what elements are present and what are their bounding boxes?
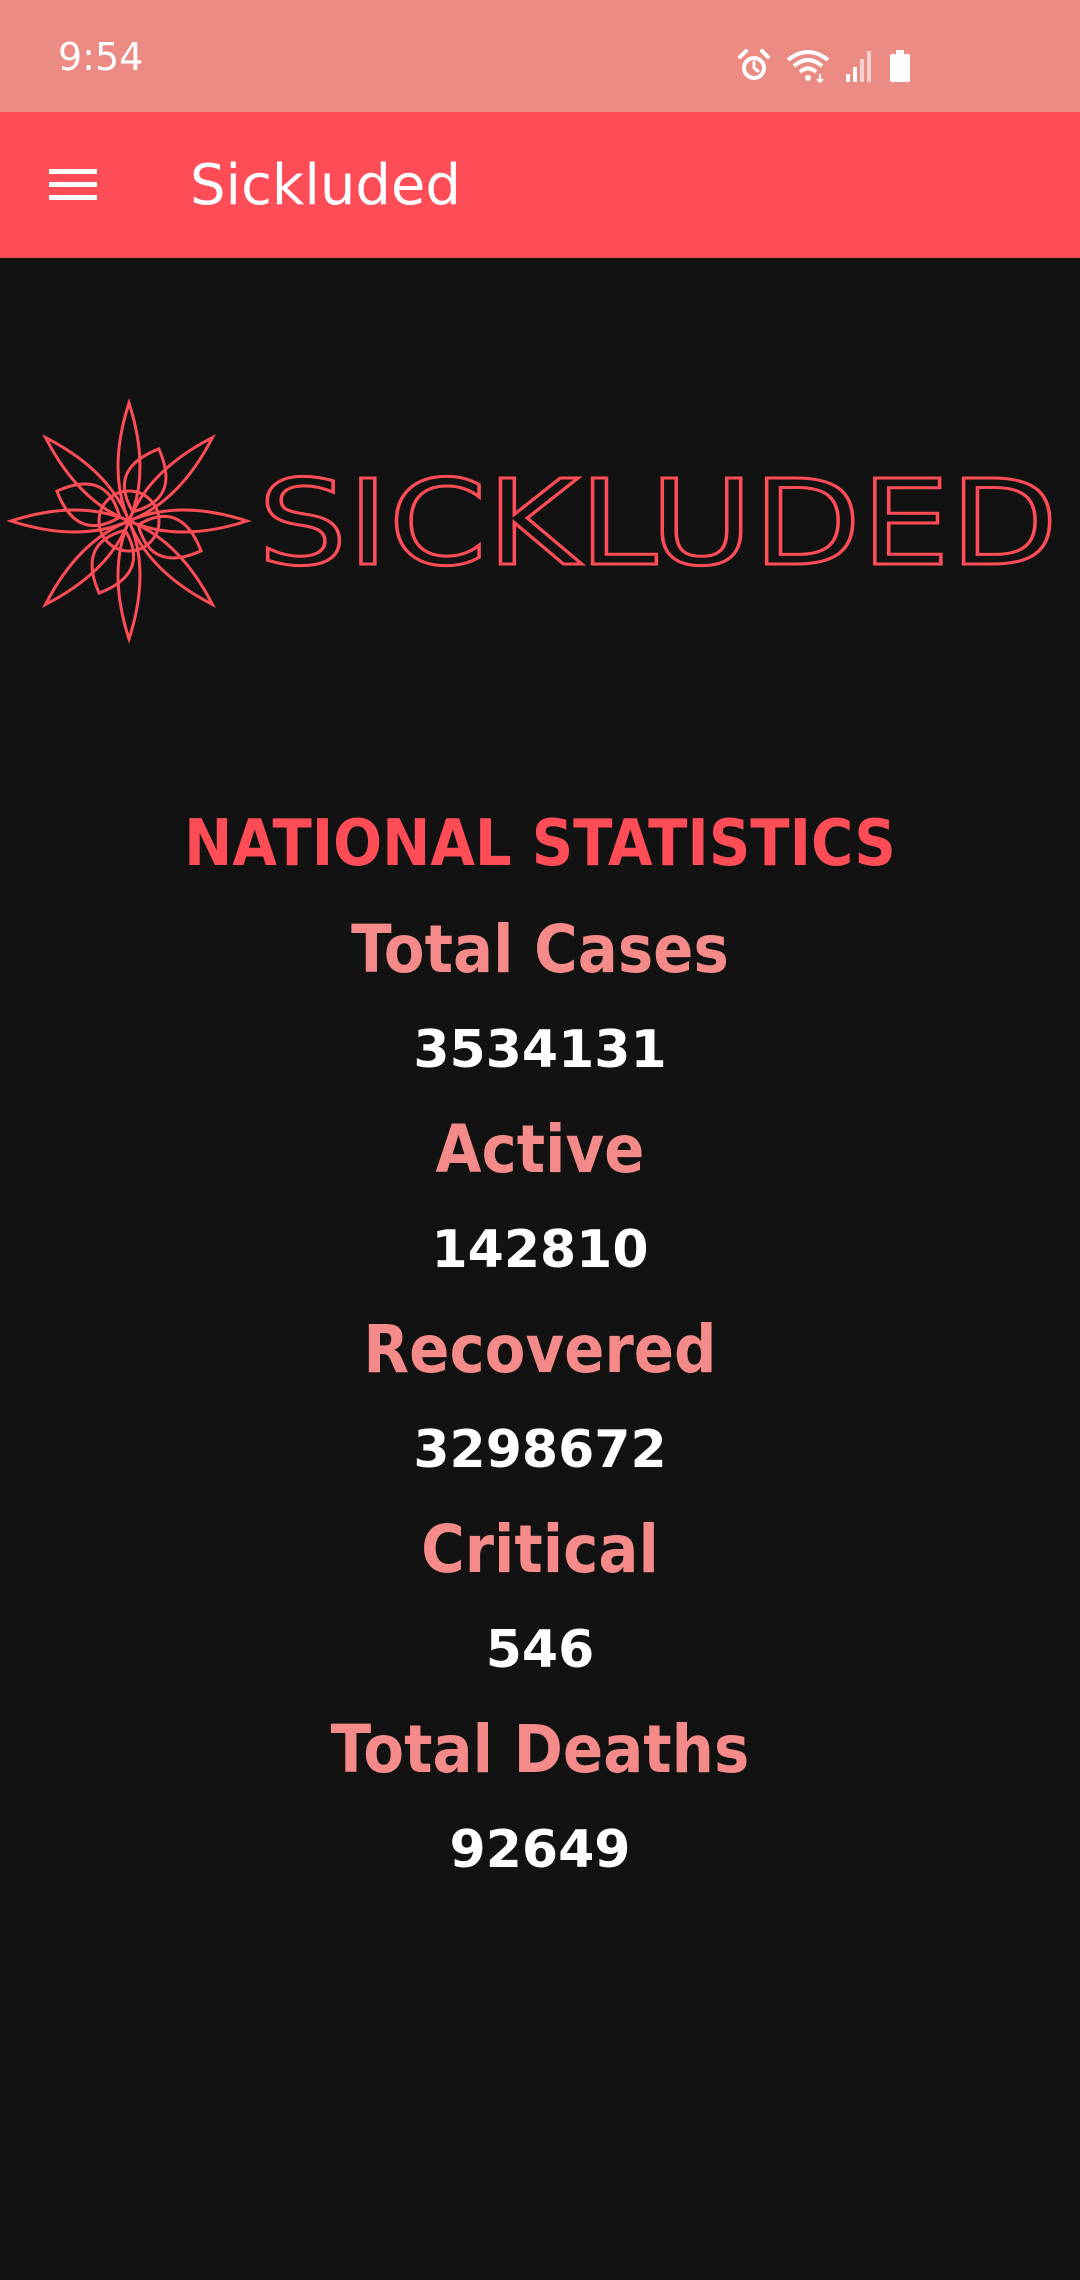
status-bar: 9:54 bbox=[0, 0, 1080, 112]
app-title: Sickluded bbox=[190, 153, 461, 218]
wifi-icon bbox=[786, 48, 830, 84]
alarm-icon bbox=[736, 48, 772, 84]
recovered-value: 3298672 bbox=[413, 1420, 667, 1480]
total-cases-label: Total Cases bbox=[351, 911, 729, 988]
critical-value: 546 bbox=[485, 1620, 595, 1680]
national-statistics: NATIONAL STATISTICS Total Cases 3534131 … bbox=[0, 790, 1080, 1898]
critical-label: Critical bbox=[421, 1511, 659, 1588]
battery-icon bbox=[888, 48, 912, 84]
total-cases-value: 3534131 bbox=[413, 1020, 667, 1080]
stats-heading: NATIONAL STATISTICS bbox=[184, 807, 896, 881]
status-icons bbox=[736, 42, 912, 90]
hamburger-menu-icon bbox=[49, 169, 97, 200]
active-value: 142810 bbox=[431, 1220, 649, 1280]
menu-button[interactable] bbox=[32, 150, 114, 220]
signal-icon bbox=[844, 48, 874, 84]
total-deaths-label: Total Deaths bbox=[330, 1711, 750, 1788]
app-bar: Sickluded bbox=[0, 112, 1080, 258]
sickluded-logo: SICKLUDED bbox=[6, 396, 1074, 646]
total-deaths-value: 92649 bbox=[449, 1820, 631, 1880]
logo-text: SICKLUDED bbox=[258, 454, 1058, 592]
recovered-label: Recovered bbox=[363, 1311, 717, 1388]
active-label: Active bbox=[435, 1111, 645, 1188]
flower-logo-icon bbox=[6, 398, 252, 644]
status-time: 9:54 bbox=[58, 35, 144, 79]
